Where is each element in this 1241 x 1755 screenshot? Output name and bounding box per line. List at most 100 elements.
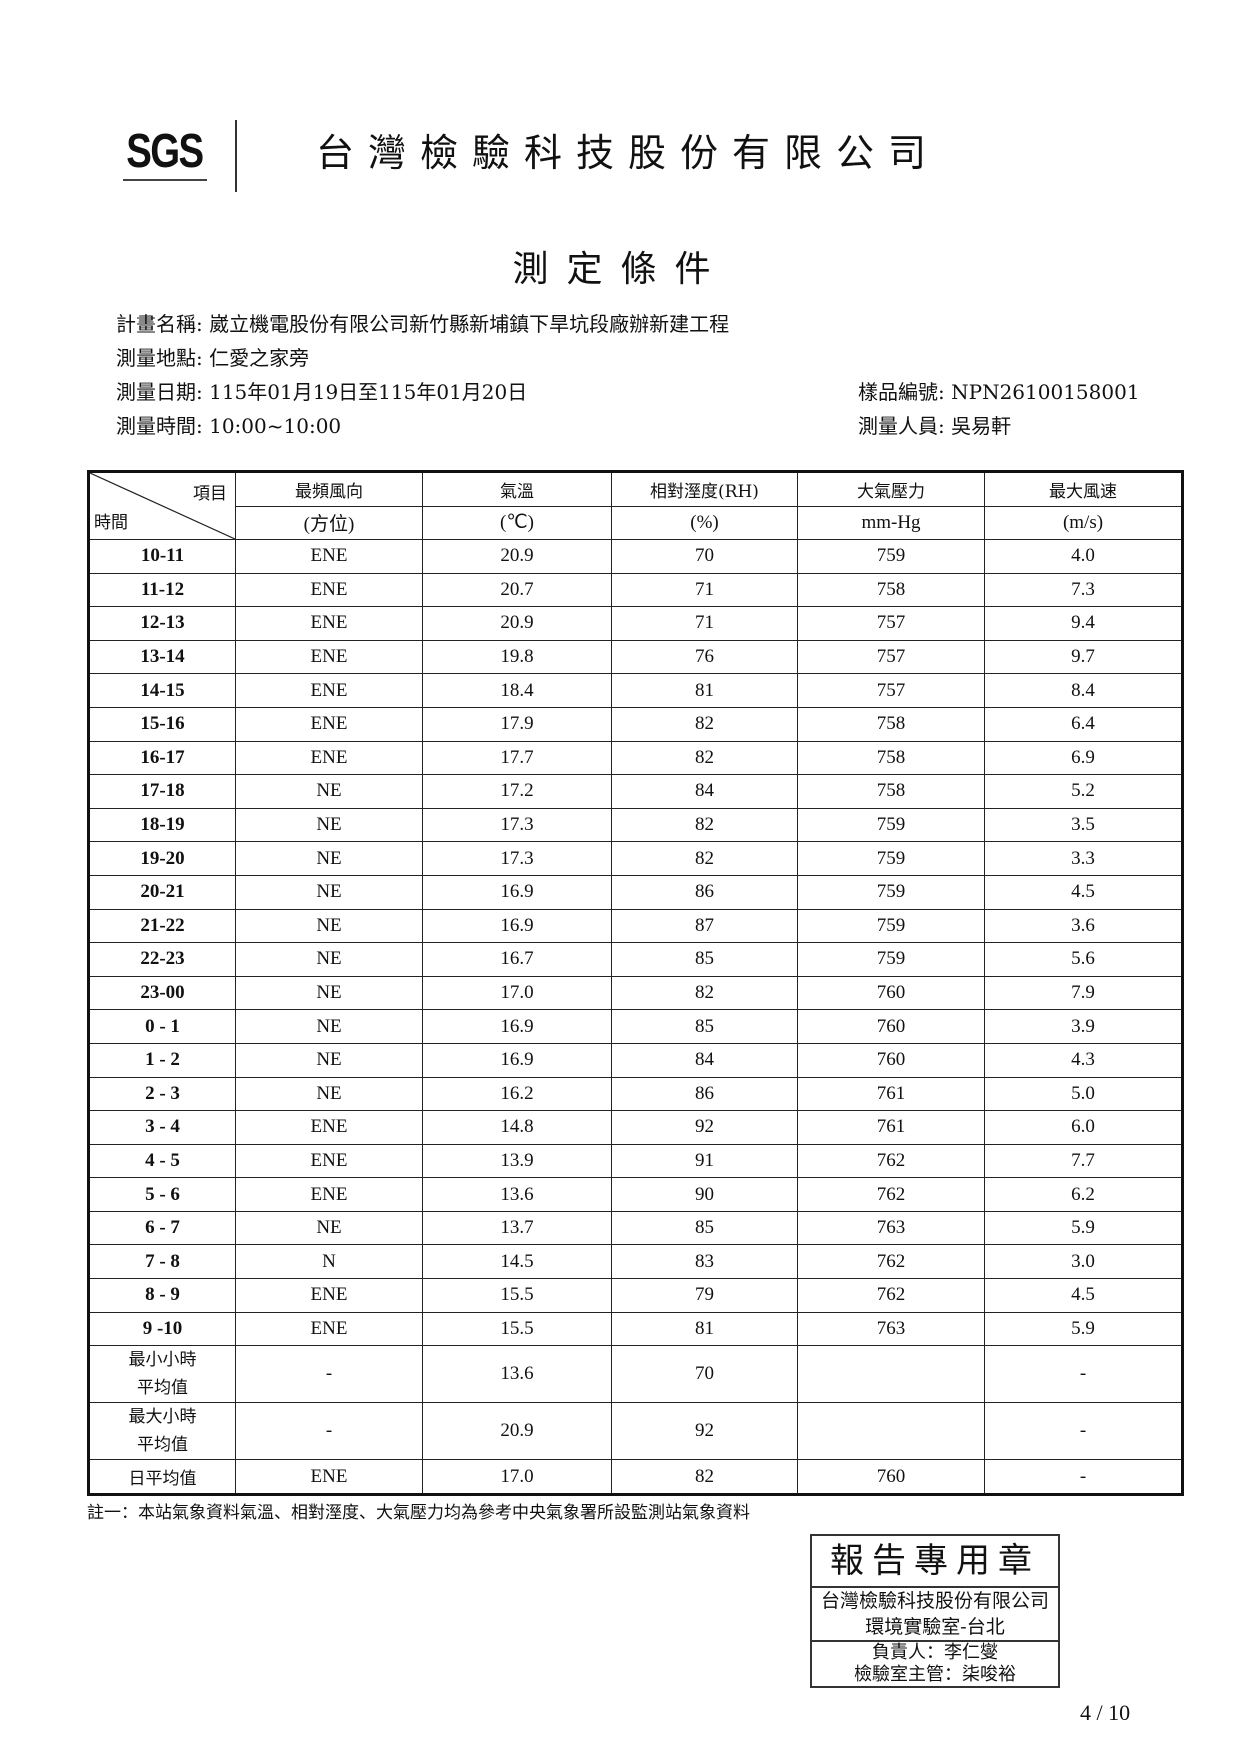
time-cell: 0 - 1	[88, 1009, 236, 1044]
table-row: 17-18 NE 17.2 84 758 5.2	[88, 774, 1183, 809]
data-cell: 758	[797, 740, 985, 776]
table-section: 項目 時間 最頻風向 氣溫 相對溼度(RH) 大氣壓力 最大風速 (方位) (℃…	[87, 470, 1187, 1689]
col-unit: (%)	[611, 505, 798, 540]
time-cell: 18-19	[88, 807, 236, 843]
table-row: 13-14 ENE 19.8 76 757 9.7	[88, 639, 1183, 675]
summary-label: 最大小時 平均值	[88, 1402, 236, 1461]
data-cell: NE	[235, 975, 423, 1011]
data-cell: 82	[611, 975, 798, 1011]
data-cell: 759	[797, 807, 985, 843]
data-cell: ENE	[235, 539, 423, 574]
data-cell: ENE	[235, 639, 423, 675]
stamp-line: 環境實驗室-台北	[865, 1616, 1005, 1639]
data-cell: NE	[235, 841, 423, 876]
data-cell: 5.0	[984, 1076, 1183, 1112]
data-cell: 82	[611, 706, 798, 742]
data-cell: 762	[797, 1143, 985, 1179]
time-cell: 2 - 3	[88, 1076, 236, 1112]
data-cell: 759	[797, 908, 985, 944]
table-row: 22-23 NE 16.7 85 759 5.6	[88, 942, 1183, 977]
data-cell: 759	[797, 539, 985, 574]
table-row: 10-11 ENE 20.9 70 759 4.0	[88, 539, 1183, 574]
data-cell: 84	[611, 1042, 798, 1078]
data-cell: 5.6	[984, 942, 1183, 977]
data-cell: NE	[235, 1042, 423, 1078]
table-row: 15-16 ENE 17.9 82 758 6.4	[88, 706, 1183, 742]
data-cell: 757	[797, 639, 985, 675]
table-row: 2 - 3 NE 16.2 86 761 5.0	[88, 1076, 1183, 1112]
data-cell: 71	[611, 606, 798, 641]
project-line: 計畫名稱: 崴立機電股份有限公司新竹縣新埔鎮下旱坑段廠辦新建工程	[116, 308, 729, 337]
data-cell: 6.9	[984, 740, 1183, 776]
time-cell: 11-12	[88, 572, 236, 608]
data-cell: 82	[611, 740, 798, 776]
summary-cell: 20.9	[422, 1402, 612, 1461]
daily-cell: 17.0	[422, 1459, 612, 1496]
data-cell: 761	[797, 1110, 985, 1145]
time-cell: 15-16	[88, 706, 236, 742]
col-header: 最大風速	[984, 471, 1183, 507]
data-cell: NE	[235, 774, 423, 809]
data-cell: ENE	[235, 606, 423, 641]
location-line: 測量地點: 仁愛之家旁	[116, 342, 309, 371]
time-cell: 22-23	[88, 942, 236, 977]
staff-label: 測量人員:	[858, 414, 945, 438]
data-cell: ENE	[235, 1311, 423, 1347]
data-cell: NE	[235, 807, 423, 843]
data-cell: 15.5	[422, 1311, 612, 1347]
data-cell: 16.2	[422, 1076, 612, 1112]
label-line: 平均值	[137, 1378, 188, 1399]
data-cell: ENE	[235, 1110, 423, 1145]
time-value: 10:00~10:00	[209, 414, 342, 438]
data-cell: 17.0	[422, 975, 612, 1011]
data-cell: NE	[235, 908, 423, 944]
data-cell: 85	[611, 1009, 798, 1044]
data-cell: 3.9	[984, 1009, 1183, 1044]
summary-cell: -	[984, 1402, 1183, 1461]
data-cell: 16.9	[422, 1042, 612, 1078]
col-unit: (m/s)	[984, 505, 1183, 540]
data-cell: 762	[797, 1278, 985, 1313]
data-cell: 13.6	[422, 1177, 612, 1212]
time-cell: 7 - 8	[88, 1244, 236, 1280]
summary-cell: 13.6	[422, 1345, 612, 1404]
summary-cell: 70	[611, 1345, 798, 1404]
time-cell: 5 - 6	[88, 1177, 236, 1212]
data-cell: 81	[611, 1311, 798, 1347]
time-cell: 13-14	[88, 639, 236, 675]
data-cell: 17.3	[422, 841, 612, 876]
daily-average-row: 日平均值 ENE 17.0 82 760-	[88, 1459, 1183, 1496]
data-cell: 759	[797, 942, 985, 977]
data-cell: ENE	[235, 740, 423, 776]
data-cell: ENE	[235, 1177, 423, 1212]
data-cell: 762	[797, 1244, 985, 1280]
time-cell: 6 - 7	[88, 1210, 236, 1246]
data-cell: 760	[797, 1009, 985, 1044]
time-cell: 19-20	[88, 841, 236, 876]
data-cell: 16.9	[422, 1009, 612, 1044]
data-cell: 85	[611, 942, 798, 977]
data-cell: ENE	[235, 572, 423, 608]
data-cell: 76	[611, 639, 798, 675]
table-row: 12-13 ENE 20.9 71 757 9.4	[88, 606, 1183, 641]
col-header: 大氣壓力	[797, 471, 985, 507]
table-row: 1 - 2 NE 16.9 84 760 4.3	[88, 1042, 1183, 1078]
table-row: 19-20 NE 17.3 82 759 3.3	[88, 841, 1183, 876]
data-cell: 86	[611, 1076, 798, 1112]
data-cell: 3.6	[984, 908, 1183, 944]
header-row: 項目 時間 最頻風向 氣溫 相對溼度(RH) 大氣壓力 最大風速	[88, 471, 1183, 540]
summary-cell	[797, 1345, 985, 1404]
data-cell: 7.7	[984, 1143, 1183, 1179]
table-row: 23-00 NE 17.0 82 760 7.9	[88, 975, 1183, 1011]
data-cell: NE	[235, 1009, 423, 1044]
data-cell: 5.9	[984, 1210, 1183, 1246]
data-cell: 5.2	[984, 774, 1183, 809]
data-cell: 6.2	[984, 1177, 1183, 1212]
data-cell: 92	[611, 1110, 798, 1145]
table-row: 14-15 ENE 18.4 81 757 8.4	[88, 673, 1183, 708]
sample-label: 樣品編號:	[858, 380, 945, 404]
data-cell: 91	[611, 1143, 798, 1179]
table-row: 11-12 ENE 20.7 71 758 7.3	[88, 572, 1183, 608]
data-cell: 15.5	[422, 1278, 612, 1313]
data-cell: 16.9	[422, 874, 612, 910]
